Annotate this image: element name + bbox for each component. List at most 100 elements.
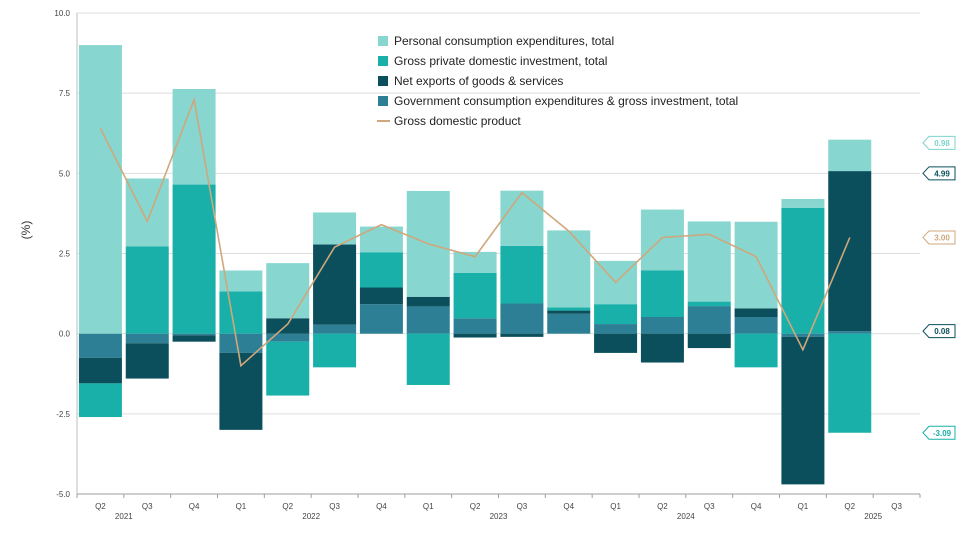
bar-segment — [687, 221, 731, 302]
axes: 10.0 7.5 5.0 2.5 0.0 -2.5 -5.0 Q2 Q3 Q4 Q1 Q2 Q3 Q4 Q1… — [54, 9, 921, 521]
bar-segment — [640, 270, 684, 317]
x-tick-label: Q1 — [610, 502, 621, 511]
stacked-bars — [78, 45, 872, 485]
bar-segment — [172, 184, 216, 334]
bar-segment — [594, 333, 638, 353]
bar-segment — [266, 341, 310, 396]
y-tick-label: -5.0 — [56, 490, 70, 499]
legend-label: Personal consumption expenditures, total — [394, 34, 614, 48]
bar-segment — [125, 178, 169, 247]
x-tick-label: Q3 — [517, 502, 528, 511]
bar-segment — [172, 335, 216, 342]
bar-segment — [313, 333, 357, 368]
year-label: 2024 — [677, 512, 695, 521]
legend-label: Gross domestic product — [394, 114, 521, 128]
legend-label: Gross private domestic investment, total — [394, 54, 607, 68]
x-tick-label: Q2 — [657, 502, 668, 511]
bar-segment — [781, 333, 825, 337]
bar-segment — [781, 198, 825, 208]
x-tick-label: Q2 — [95, 502, 106, 511]
bar-segment — [78, 45, 122, 334]
legend-swatch — [378, 76, 388, 86]
x-tick-label: Q4 — [563, 502, 574, 511]
bar-segment — [828, 139, 872, 172]
x-tick-label: Q3 — [142, 502, 153, 511]
bar-segment — [687, 333, 731, 349]
bar-segment — [500, 303, 544, 334]
bar-segment — [313, 244, 357, 325]
bar-segment — [313, 324, 357, 334]
bar-segment — [359, 287, 403, 305]
x-tick-label: Q1 — [423, 502, 434, 511]
callout-box — [922, 135, 956, 150]
legend-swatch — [378, 96, 388, 106]
x-tick-label: Q3 — [329, 502, 340, 511]
bar-segment — [406, 306, 450, 334]
legend-swatch — [378, 36, 388, 46]
bar-segment — [547, 313, 591, 334]
bar-segment — [266, 263, 310, 319]
callout-label: -3.09 — [933, 429, 952, 438]
bar-segment — [125, 246, 169, 334]
bar-segment — [406, 333, 450, 385]
bar-segment — [594, 304, 638, 325]
x-tick-label: Q2 — [844, 502, 855, 511]
bar-segment — [219, 270, 263, 292]
x-tick-label: Q4 — [376, 502, 387, 511]
bar-segment — [687, 301, 731, 307]
gdp-line-layer — [99, 96, 851, 368]
callout-box — [922, 166, 956, 181]
bar-segment — [500, 245, 544, 304]
year-label: 2022 — [302, 512, 320, 521]
year-label: 2023 — [490, 512, 508, 521]
year-label: 2025 — [864, 512, 882, 521]
bar-segment — [266, 318, 310, 334]
bar-segment — [453, 333, 497, 338]
y-axis-title: (%) — [19, 221, 33, 240]
bar-segment — [640, 209, 684, 271]
callout-box — [922, 230, 956, 245]
bar-segment — [359, 252, 403, 288]
x-tick-label: Q3 — [704, 502, 715, 511]
bar-segment — [828, 171, 872, 332]
bar-segment — [781, 336, 825, 485]
bar-segment — [781, 207, 825, 334]
x-tick-label: Q1 — [236, 502, 247, 511]
bar-segment — [828, 331, 872, 334]
legend: Personal consumption expenditures, total… — [377, 34, 738, 128]
callout-label: 4.99 — [934, 169, 950, 178]
bar-segment — [219, 333, 263, 353]
bar-segment — [125, 333, 169, 344]
y-tick-label: -2.5 — [56, 410, 70, 419]
x-tick-label: Q1 — [798, 502, 809, 511]
legend-swatch — [378, 56, 388, 66]
y-tick-label: 0.0 — [59, 330, 71, 339]
y-tick-label: 5.0 — [59, 169, 71, 178]
y-tick-label: 2.5 — [59, 250, 71, 259]
bar-segment — [453, 251, 497, 273]
x-tick-label: Q4 — [751, 502, 762, 511]
bar-segment — [547, 307, 591, 311]
y-tick-label: 7.5 — [59, 89, 71, 98]
bar-segment — [734, 308, 778, 317]
bar-segment — [734, 221, 778, 309]
bar-segment — [828, 333, 872, 433]
bar-segment — [547, 230, 591, 308]
bar-segment — [640, 333, 684, 363]
gdp-line — [99, 96, 851, 368]
bar-segment — [78, 357, 122, 384]
callout-label: 3.00 — [934, 233, 950, 242]
callout-label: 0.08 — [934, 327, 950, 336]
callout-box — [922, 324, 956, 339]
bar-segment — [734, 333, 778, 368]
x-tick-label: Q4 — [189, 502, 200, 511]
year-label: 2021 — [115, 512, 133, 521]
bar-segment — [359, 304, 403, 334]
x-tick-label: Q3 — [891, 502, 902, 511]
callout-box — [922, 425, 956, 440]
bar-segment — [125, 343, 169, 379]
bar-segment — [594, 324, 638, 334]
bar-segment — [266, 333, 310, 342]
bar-segment — [219, 291, 263, 334]
